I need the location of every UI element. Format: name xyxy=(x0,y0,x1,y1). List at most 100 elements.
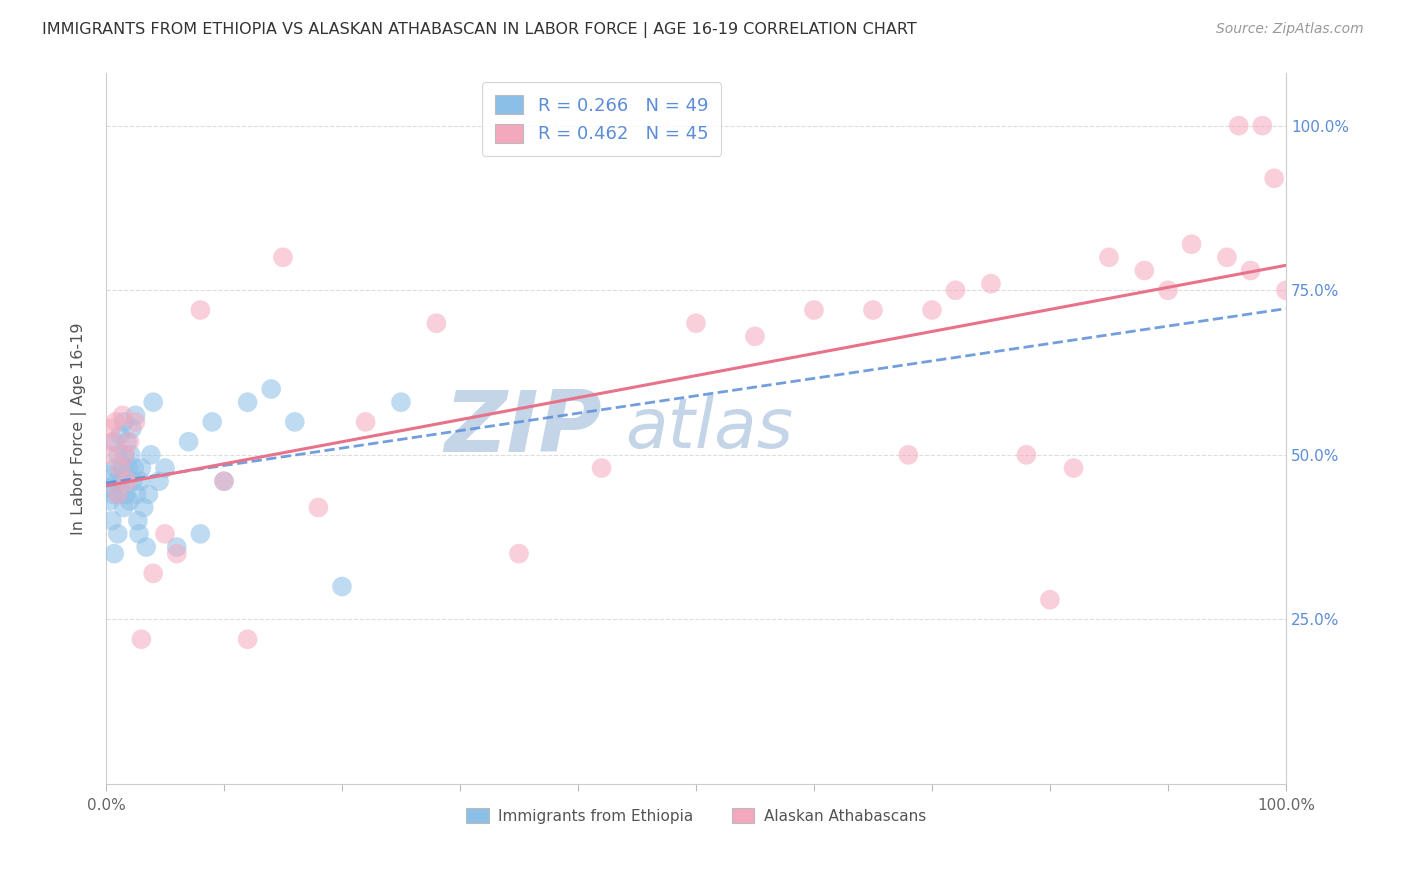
Point xyxy=(114,448,136,462)
Point xyxy=(190,527,212,541)
Point xyxy=(108,461,131,475)
Point xyxy=(115,487,138,501)
Point xyxy=(125,487,148,501)
Point xyxy=(425,316,447,330)
Point xyxy=(131,632,153,647)
Point xyxy=(97,481,120,495)
Point xyxy=(108,428,131,442)
Point xyxy=(111,461,134,475)
Point xyxy=(124,461,146,475)
Point xyxy=(101,434,124,449)
Point xyxy=(107,527,129,541)
Point xyxy=(260,382,283,396)
Point xyxy=(124,409,146,423)
Point xyxy=(862,303,884,318)
Point xyxy=(284,415,307,429)
Point xyxy=(112,415,135,429)
Point xyxy=(190,303,212,318)
Point xyxy=(111,409,134,423)
Point xyxy=(1063,461,1085,475)
Point xyxy=(117,461,139,475)
Point xyxy=(307,500,329,515)
Point xyxy=(103,434,125,449)
Point xyxy=(108,487,131,501)
Point xyxy=(138,487,160,501)
Point xyxy=(112,500,135,515)
Point xyxy=(153,527,176,541)
Point xyxy=(98,494,121,508)
Point xyxy=(142,566,165,581)
Y-axis label: In Labor Force | Age 16-19: In Labor Force | Age 16-19 xyxy=(72,322,87,535)
Point xyxy=(166,547,188,561)
Point xyxy=(212,474,235,488)
Point xyxy=(105,474,128,488)
Point xyxy=(107,448,129,462)
Point xyxy=(803,303,825,318)
Point xyxy=(115,474,138,488)
Point xyxy=(212,474,235,488)
Point xyxy=(236,632,259,647)
Point xyxy=(389,395,412,409)
Point xyxy=(97,448,120,462)
Point xyxy=(118,494,141,508)
Point xyxy=(132,500,155,515)
Point xyxy=(110,474,132,488)
Point xyxy=(129,474,152,488)
Text: atlas: atlas xyxy=(626,395,793,462)
Point xyxy=(121,421,143,435)
Point xyxy=(1157,283,1180,297)
Point xyxy=(685,316,707,330)
Point xyxy=(177,434,200,449)
Text: Source: ZipAtlas.com: Source: ZipAtlas.com xyxy=(1216,22,1364,37)
Point xyxy=(1227,119,1250,133)
Point xyxy=(124,415,146,429)
Point xyxy=(139,448,162,462)
Point xyxy=(135,540,157,554)
Point xyxy=(101,487,124,501)
Point xyxy=(980,277,1002,291)
Point xyxy=(100,467,122,482)
Point xyxy=(1251,119,1274,133)
Point xyxy=(122,474,145,488)
Point xyxy=(897,448,920,462)
Point xyxy=(127,514,149,528)
Point xyxy=(103,547,125,561)
Point xyxy=(945,283,967,297)
Point xyxy=(744,329,766,343)
Point xyxy=(1098,250,1121,264)
Point xyxy=(236,395,259,409)
Point xyxy=(131,461,153,475)
Point xyxy=(107,487,129,501)
Point xyxy=(100,421,122,435)
Point xyxy=(330,580,353,594)
Point xyxy=(128,527,150,541)
Point xyxy=(153,461,176,475)
Point xyxy=(201,415,224,429)
Legend: Immigrants from Ethiopia, Alaskan Athabascans: Immigrants from Ethiopia, Alaskan Athaba… xyxy=(460,802,932,830)
Point xyxy=(1216,250,1239,264)
Point xyxy=(1015,448,1038,462)
Point xyxy=(354,415,377,429)
Point xyxy=(271,250,294,264)
Point xyxy=(120,448,142,462)
Point xyxy=(1039,592,1062,607)
Point xyxy=(114,448,136,462)
Text: ZIP: ZIP xyxy=(444,387,602,470)
Point xyxy=(115,434,138,449)
Point xyxy=(142,395,165,409)
Point xyxy=(508,547,530,561)
Point xyxy=(118,434,141,449)
Point xyxy=(104,461,127,475)
Point xyxy=(104,415,127,429)
Point xyxy=(1275,283,1298,297)
Point xyxy=(921,303,943,318)
Point xyxy=(1133,263,1156,277)
Point xyxy=(148,474,170,488)
Text: IMMIGRANTS FROM ETHIOPIA VS ALASKAN ATHABASCAN IN LABOR FORCE | AGE 16-19 CORREL: IMMIGRANTS FROM ETHIOPIA VS ALASKAN ATHA… xyxy=(42,22,917,38)
Point xyxy=(166,540,188,554)
Point xyxy=(1263,171,1285,186)
Point xyxy=(591,461,613,475)
Point xyxy=(1239,263,1261,277)
Point xyxy=(1180,237,1202,252)
Point xyxy=(101,514,124,528)
